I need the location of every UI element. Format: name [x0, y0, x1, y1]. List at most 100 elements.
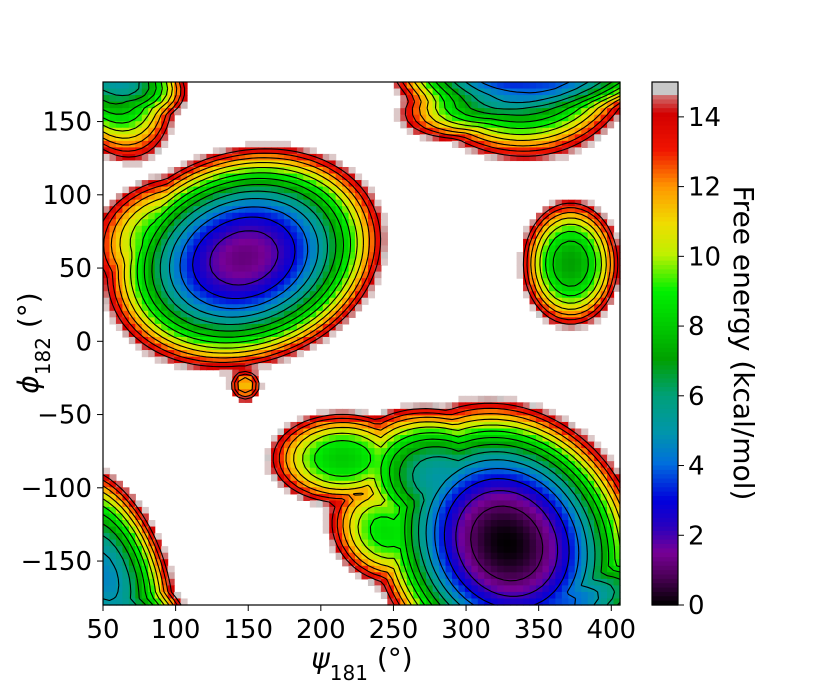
heatmap-cell: [542, 585, 550, 593]
colorbar-segment: [652, 561, 678, 567]
heatmap-cell: [516, 461, 524, 469]
x-tick-label: 350: [514, 615, 564, 645]
heatmap-cell: [225, 284, 233, 292]
heatmap-cell: [219, 369, 227, 377]
colorbar-segment: [652, 491, 678, 497]
heatmap-cell: [135, 330, 143, 338]
heatmap-cell: [503, 493, 511, 501]
heatmap-cell: [548, 127, 556, 135]
heatmap-cell: [180, 310, 188, 318]
heatmap-cell: [103, 526, 111, 534]
heatmap-cell: [277, 291, 285, 299]
heatmap-cell: [561, 415, 569, 423]
heatmap-cell: [329, 265, 337, 273]
heatmap-cell: [548, 108, 556, 116]
heatmap-cell: [574, 506, 582, 515]
heatmap-cell: [458, 428, 466, 436]
heatmap-cell: [316, 408, 324, 417]
heatmap-cell: [535, 526, 544, 534]
heatmap-cell: [180, 297, 188, 305]
heatmap-cell: [277, 310, 285, 318]
heatmap-cell: [561, 323, 569, 332]
heatmap-cell: [574, 572, 582, 580]
heatmap-cell: [587, 435, 595, 443]
colorbar-segment: [652, 169, 678, 175]
heatmap-cell: [206, 212, 214, 220]
heatmap-cell: [174, 265, 182, 273]
heatmap-cell: [542, 278, 550, 286]
heatmap-cell: [613, 82, 621, 90]
heatmap-cell: [477, 572, 485, 580]
heatmap-cell: [451, 500, 460, 508]
heatmap-cell: [419, 454, 427, 462]
heatmap-cell: [206, 153, 214, 162]
heatmap-cell: [555, 114, 563, 122]
heatmap-cell: [393, 82, 401, 90]
heatmap-cell: [484, 526, 492, 534]
heatmap-cell: [225, 278, 233, 286]
heatmap-cell: [471, 428, 479, 436]
heatmap-cell: [439, 441, 447, 449]
heatmap-cell: [161, 121, 169, 129]
heatmap-cell: [109, 121, 117, 129]
heatmap-cell: [180, 323, 188, 332]
heatmap-cell: [251, 160, 259, 168]
heatmap-cell: [464, 598, 472, 606]
heatmap-cell: [581, 127, 589, 135]
heatmap-cell: [523, 140, 531, 148]
heatmap-cell: [613, 500, 621, 508]
heatmap-cell: [587, 591, 595, 600]
heatmap-cell: [251, 363, 259, 371]
heatmap-cell: [426, 82, 434, 90]
heatmap-cell: [335, 166, 343, 175]
heatmap-cell: [574, 598, 582, 606]
heatmap-cell: [548, 114, 556, 122]
heatmap-cell: [587, 467, 595, 475]
heatmap-cell: [439, 108, 447, 116]
heatmap-cell: [206, 291, 214, 299]
heatmap-cell: [251, 186, 259, 194]
heatmap-cell: [296, 421, 304, 430]
heatmap-cell: [400, 474, 408, 482]
heatmap-cell: [309, 441, 317, 449]
heatmap-cell: [212, 199, 220, 207]
heatmap-cell: [290, 441, 298, 449]
heatmap-cell: [335, 297, 343, 305]
heatmap-cell: [367, 487, 376, 495]
heatmap-cell: [180, 598, 188, 606]
heatmap-cell: [316, 153, 324, 162]
heatmap-cell: [122, 265, 130, 273]
heatmap-cell: [374, 245, 382, 253]
heatmap-cell: [497, 408, 505, 417]
heatmap-cell: [219, 310, 227, 318]
heatmap-cell: [193, 251, 201, 260]
heatmap-cell: [600, 506, 608, 515]
heatmap-cell: [380, 428, 388, 436]
heatmap-cell: [529, 153, 537, 162]
colorbar-segment: [652, 186, 678, 192]
heatmap-cell: [561, 461, 569, 469]
heatmap-cell: [264, 238, 272, 247]
heatmap-cell: [122, 539, 130, 547]
heatmap-cell: [516, 526, 524, 534]
heatmap-cell: [594, 206, 602, 214]
heatmap-cell: [161, 225, 169, 233]
heatmap-cell: [503, 88, 511, 96]
heatmap-cell: [348, 487, 356, 495]
heatmap-cell: [258, 251, 266, 260]
heatmap-cell: [251, 336, 259, 345]
heatmap-cell: [613, 578, 621, 586]
heatmap-cell: [607, 539, 615, 547]
heatmap-cell: [594, 467, 602, 475]
heatmap-cell: [283, 140, 292, 148]
heatmap-cell: [103, 585, 111, 593]
heatmap-cell: [406, 461, 414, 469]
heatmap-cell: [432, 461, 440, 469]
heatmap-cell: [141, 219, 149, 227]
heatmap-cell: [122, 493, 130, 501]
heatmap-cell: [296, 251, 304, 260]
heatmap-cell: [587, 219, 595, 227]
heatmap-cell: [103, 533, 111, 541]
heatmap-cell: [464, 578, 472, 586]
heatmap-cell: [335, 212, 343, 220]
